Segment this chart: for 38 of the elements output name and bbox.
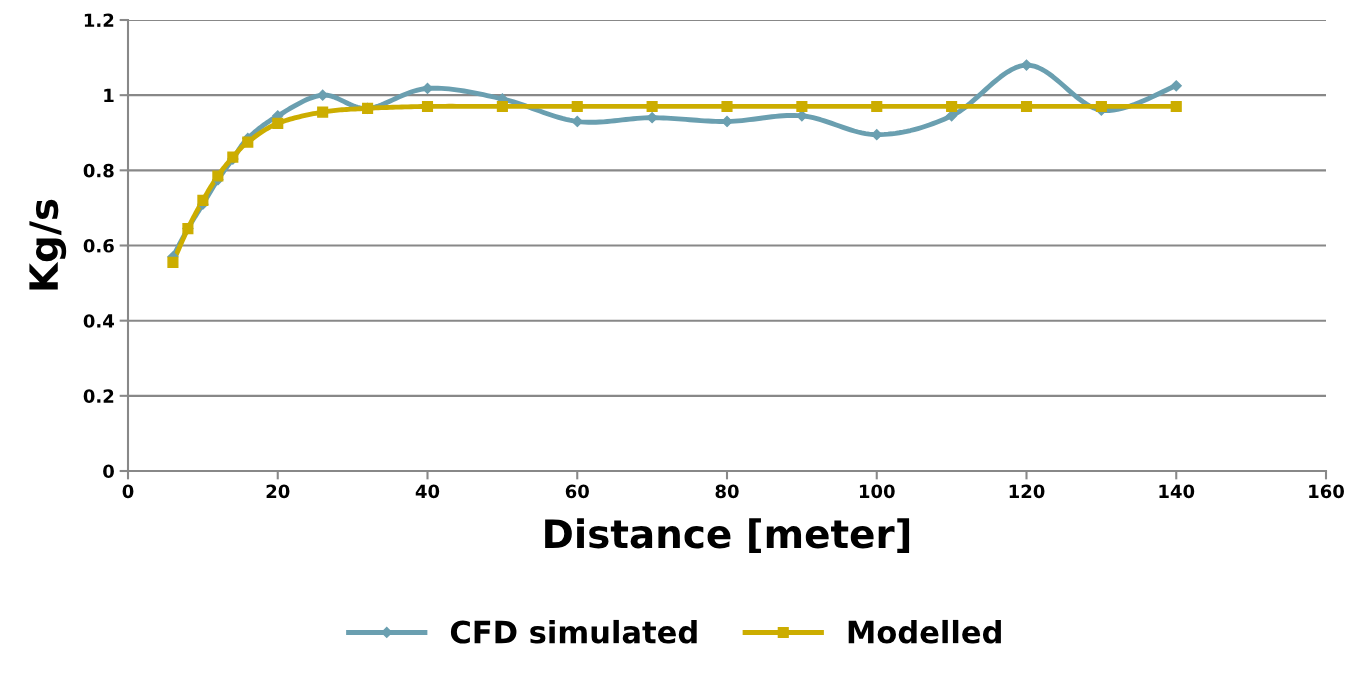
x-tick-label: 20 [266,484,290,499]
point [1095,100,1107,112]
point [721,100,733,112]
point [317,106,329,118]
x-tick-label: 40 [415,484,440,499]
x-tick-label: 140 [1159,484,1195,499]
y-tick-label: 0.6 [83,238,114,253]
point [421,100,434,112]
point [1170,100,1182,112]
legend-label: CFD simulated [450,619,697,644]
x-tick-label: 80 [715,484,739,499]
point [242,136,254,148]
x-tick-label: 160 [1309,484,1344,499]
y-tick-label: 0 [103,464,114,479]
point [1020,100,1033,112]
x-tick-label: 0 [122,484,134,499]
x-tick-label: 100 [859,484,895,499]
point [871,100,883,112]
point [496,100,508,112]
point [646,100,658,112]
point [1170,80,1182,92]
y-tick-label: 0.2 [83,389,114,403]
x-axis-title: Distance [meter] [545,518,910,554]
point [167,256,179,268]
point [796,100,808,112]
y-tick-label: 0.8 [83,163,114,178]
y-tick-label: 0.4 [83,314,114,328]
point [571,100,583,112]
x-tick-label: 120 [1009,484,1045,499]
point [197,194,209,206]
y-tick-label: 1 [104,88,114,103]
legend-label: Modelled [848,619,1001,644]
y-axis-title: Kg/s [29,199,67,290]
y-tick-label: 1.2 [84,13,114,27]
x-tick-label: 60 [565,484,589,499]
point [946,100,958,112]
point [272,117,284,129]
point [212,170,224,182]
